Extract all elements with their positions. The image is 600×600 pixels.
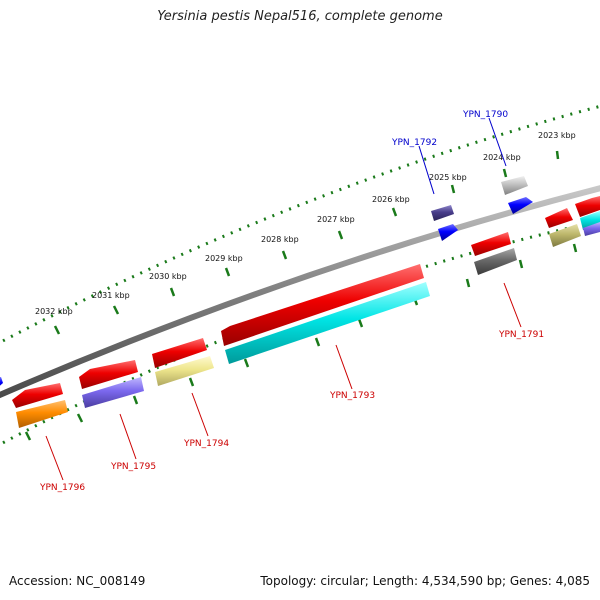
genome-summary-text: Topology: circular; Length: 4,534,590 bp… [260, 574, 590, 588]
accession-text: Accession: NC_008149 [9, 574, 146, 588]
map-title: Yersinia pestis Nepal516, complete genom… [157, 9, 443, 24]
gene-arrow [545, 208, 573, 228]
label-leader [418, 145, 435, 195]
scale-label: 2023 kbp [538, 131, 576, 140]
inner-scale-ticks [24, 243, 578, 441]
gene-arrow [431, 205, 454, 221]
gene-label: YPN_1793 [329, 391, 375, 401]
scale-label: 2029 kbp [205, 254, 243, 263]
scale-label: 2030 kbp [149, 272, 187, 281]
label-leader [191, 392, 209, 437]
outer-scale-ticks [53, 150, 560, 335]
gene-label: YPN_1790 [462, 110, 508, 120]
genome-backbone [0, 185, 600, 399]
label-leader [119, 413, 137, 460]
gene-arrow [474, 248, 517, 275]
label-leader [45, 435, 64, 481]
scale-label: 2031 kbp [92, 291, 130, 300]
gene-arrow [79, 360, 138, 389]
gene-arrow [471, 232, 511, 256]
gene-label: YPN_1792 [391, 138, 437, 148]
gene-arrow [225, 282, 430, 364]
label-leader [335, 344, 353, 390]
gene-arrow [155, 356, 214, 386]
gene-arrow [438, 224, 458, 241]
gene-arrow [82, 377, 144, 408]
gene-arrow [575, 196, 600, 217]
outer-scale-track [0, 104, 600, 345]
gene-arrow [12, 383, 63, 408]
scale-label: 2026 kbp [372, 195, 410, 204]
gene-arrow [583, 222, 600, 236]
scale-label: 2027 kbp [317, 215, 355, 224]
gene-label: YPN_1794 [183, 439, 229, 449]
scale-label: 2032 kbp [35, 307, 73, 316]
gene-arrow [221, 264, 424, 346]
gene-arrow [0, 377, 3, 386]
scale-label: 2028 kbp [261, 235, 299, 244]
gene-label: YPN_1795 [110, 462, 156, 472]
label-leader [488, 117, 507, 167]
gene-arrow [549, 224, 581, 247]
gene-label: YPN_1791 [498, 330, 544, 340]
gene-arrow [152, 338, 207, 368]
gene-arrow [508, 197, 533, 214]
gene-label: YPN_1796 [39, 483, 85, 493]
gene-arrow [16, 400, 68, 428]
scale-label: 2024 kbp [483, 153, 521, 162]
label-leader [503, 282, 522, 328]
gene-arrow [501, 176, 528, 195]
scale-label: 2025 kbp [429, 173, 467, 182]
